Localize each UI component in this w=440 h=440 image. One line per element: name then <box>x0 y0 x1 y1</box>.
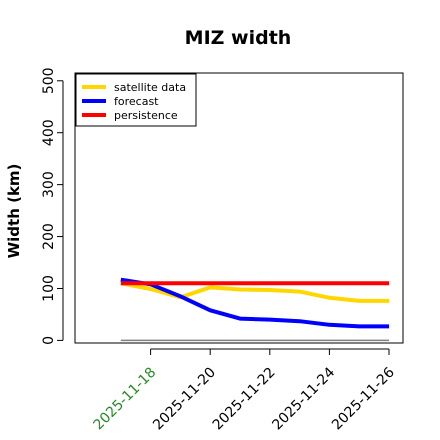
x-tick-label: 2025-11-22 <box>210 365 279 434</box>
series-line-forecast <box>120 277 389 329</box>
y-tick-label: 300 <box>41 171 57 198</box>
y-tick-label: 0 <box>41 336 57 345</box>
y-tick-label: 400 <box>41 119 57 146</box>
y-axis-label: Width (km) <box>5 164 23 259</box>
legend-label: satellite data <box>114 81 186 94</box>
legend-label: forecast <box>114 95 159 108</box>
plot-frame <box>74 72 404 344</box>
y-tick-label: 500 <box>41 67 57 94</box>
series-line-satellite-data <box>120 281 389 303</box>
x-tick-label: 2025-11-24 <box>269 364 338 433</box>
x-axis: 2025-11-182025-11-202025-11-222025-11-24… <box>91 348 398 434</box>
x-tick-label: 2025-11-26 <box>329 364 398 433</box>
x-tick-label: 2025-11-20 <box>150 365 219 434</box>
x-tick-label: 2025-11-18 <box>91 365 160 434</box>
y-tick-label: 200 <box>41 223 57 250</box>
series-layer <box>120 277 389 342</box>
legend-label: persistence <box>114 109 178 122</box>
y-tick-label: 100 <box>41 275 57 302</box>
chart-title: MIZ width <box>185 27 292 49</box>
y-axis: 0 100 200 300 400 500 <box>41 67 64 345</box>
